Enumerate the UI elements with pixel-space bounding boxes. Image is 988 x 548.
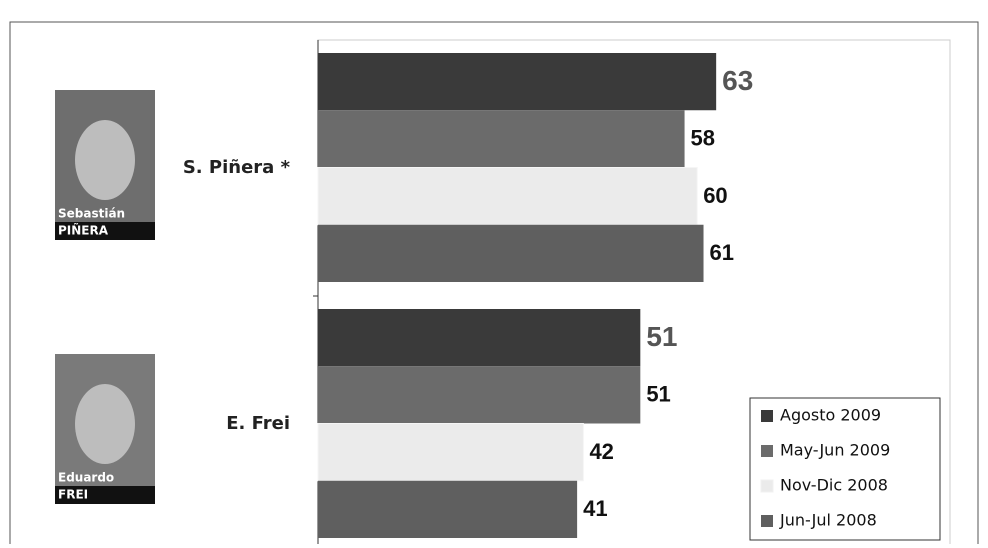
bar [318, 480, 578, 538]
photo-caption: Eduardo [58, 471, 114, 485]
value-label: 41 [583, 496, 607, 521]
legend-swatch [760, 479, 774, 493]
value-label: 51 [646, 321, 677, 352]
bar [317, 167, 698, 226]
bar [318, 53, 717, 111]
photo-caption-bg [55, 222, 155, 240]
photo-caption: PIÑERA [58, 223, 109, 238]
legend-label: Jun-Jul 2008 [779, 511, 877, 530]
legend-swatch [761, 515, 773, 527]
category-label: S. Piñera * [183, 157, 291, 178]
bar [318, 366, 641, 424]
bar [317, 423, 584, 482]
photo-caption-bg [55, 486, 155, 504]
value-label: 58 [691, 126, 715, 151]
photo-face [75, 120, 135, 200]
bar [318, 224, 704, 282]
value-label: 60 [703, 183, 727, 208]
legend-swatch [761, 445, 773, 457]
category-label: E. Frei [226, 413, 290, 434]
legend-label: Nov-Dic 2008 [780, 476, 888, 495]
legend-swatch [761, 410, 773, 422]
value-label: 61 [710, 240, 734, 265]
bar [318, 309, 641, 367]
legend-label: Agosto 2009 [780, 406, 881, 425]
value-label: 63 [722, 65, 753, 96]
photo-caption: Sebastián [58, 207, 125, 221]
value-label: 51 [646, 382, 670, 407]
photo-caption: FREI [58, 488, 88, 502]
bar [318, 110, 685, 168]
legend-label: May-Jun 2009 [780, 441, 890, 460]
photo-face [75, 384, 135, 464]
value-label: 42 [589, 439, 613, 464]
frame [9, 21, 979, 548]
legend-box [749, 397, 941, 541]
